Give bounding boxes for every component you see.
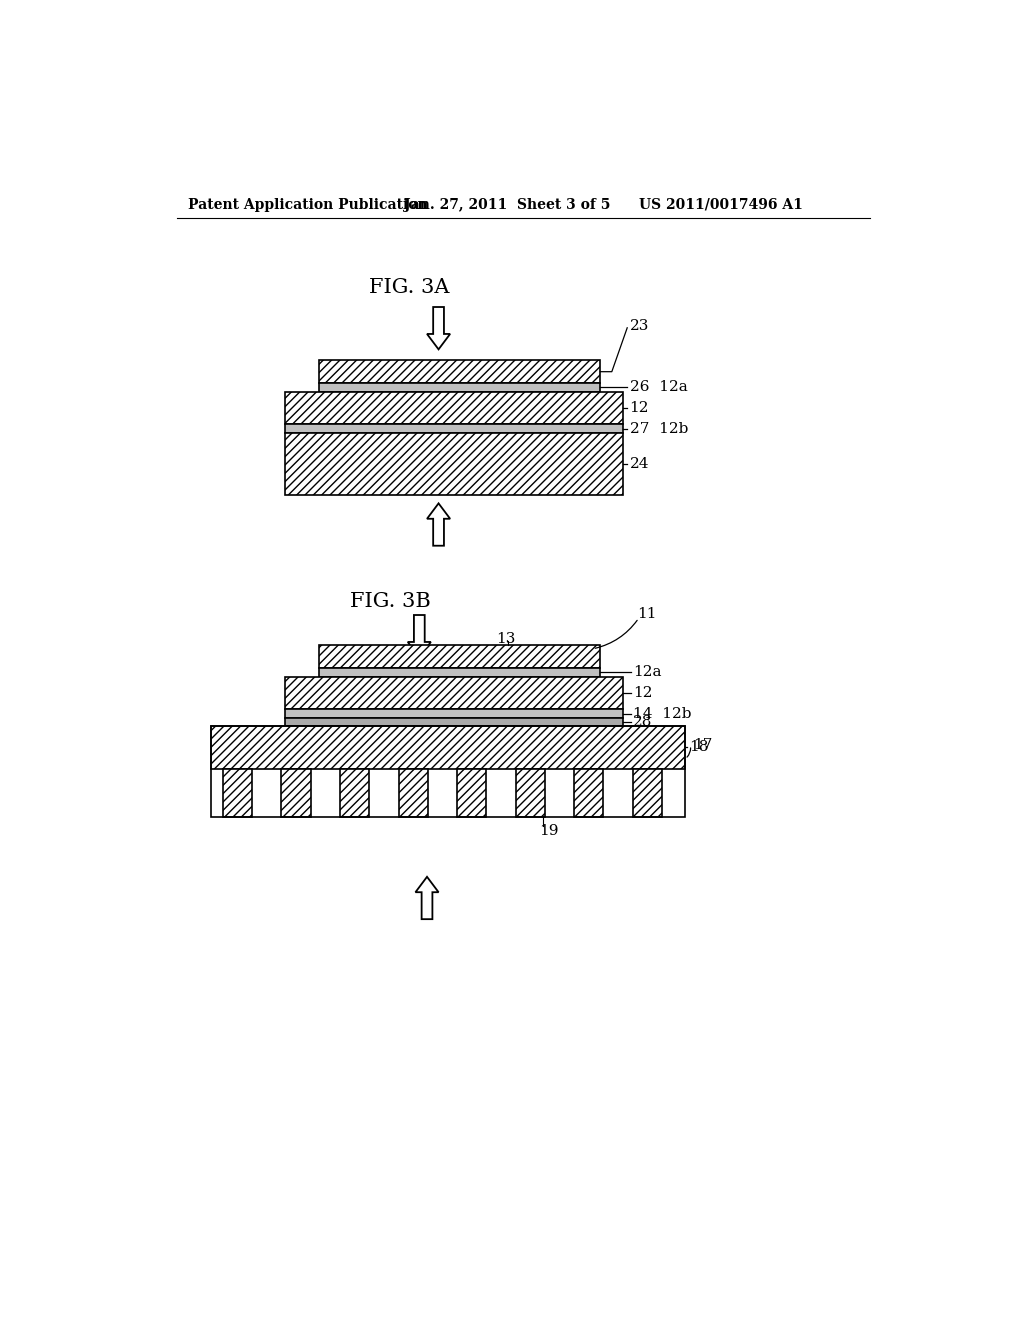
Bar xyxy=(285,709,624,718)
Bar xyxy=(574,770,603,817)
Bar xyxy=(340,770,370,817)
Bar xyxy=(319,645,600,668)
Bar xyxy=(211,726,685,770)
Bar xyxy=(340,770,370,817)
Text: 11: 11 xyxy=(637,607,656,622)
Bar xyxy=(457,770,486,817)
Bar xyxy=(285,433,624,495)
Bar xyxy=(633,770,662,817)
Bar xyxy=(211,726,685,817)
Bar xyxy=(319,383,600,392)
Bar xyxy=(574,770,603,817)
Bar xyxy=(285,433,624,495)
Bar xyxy=(319,360,600,383)
Polygon shape xyxy=(416,876,438,919)
Text: US 2011/0017496 A1: US 2011/0017496 A1 xyxy=(639,198,803,211)
Bar xyxy=(285,424,624,433)
Bar xyxy=(633,770,662,817)
Text: 12a: 12a xyxy=(634,665,662,678)
Bar xyxy=(457,770,486,817)
Polygon shape xyxy=(408,615,431,657)
Bar xyxy=(285,677,624,709)
Bar xyxy=(515,770,545,817)
Bar xyxy=(285,677,624,709)
Bar xyxy=(319,668,600,677)
Text: 23: 23 xyxy=(630,319,649,333)
Bar xyxy=(398,770,428,817)
Bar xyxy=(285,718,624,726)
Text: 28: 28 xyxy=(634,715,652,729)
Bar xyxy=(515,770,545,817)
Text: 12: 12 xyxy=(630,401,649,414)
Bar xyxy=(319,645,600,668)
Bar xyxy=(223,770,252,817)
Text: 17: 17 xyxy=(692,738,712,752)
Text: FIG. 3A: FIG. 3A xyxy=(370,279,450,297)
Text: 27  12b: 27 12b xyxy=(630,421,688,436)
Text: 13: 13 xyxy=(497,632,516,645)
Bar xyxy=(285,392,624,424)
Bar xyxy=(223,770,252,817)
Polygon shape xyxy=(427,503,451,545)
Text: Jan. 27, 2011  Sheet 3 of 5: Jan. 27, 2011 Sheet 3 of 5 xyxy=(403,198,610,211)
Text: 24: 24 xyxy=(630,457,649,471)
Text: 26  12a: 26 12a xyxy=(630,380,687,395)
Polygon shape xyxy=(427,308,451,350)
Text: FIG. 3B: FIG. 3B xyxy=(350,591,431,611)
Text: Patent Application Publication: Patent Application Publication xyxy=(188,198,428,211)
Bar xyxy=(282,770,310,817)
Bar xyxy=(282,770,310,817)
Text: 12: 12 xyxy=(634,686,653,700)
Bar xyxy=(319,360,600,383)
Text: 14  12b: 14 12b xyxy=(634,706,692,721)
Bar xyxy=(211,726,685,770)
Text: 18: 18 xyxy=(689,741,709,755)
Bar xyxy=(285,392,624,424)
Text: 19: 19 xyxy=(539,824,558,838)
Bar xyxy=(398,770,428,817)
